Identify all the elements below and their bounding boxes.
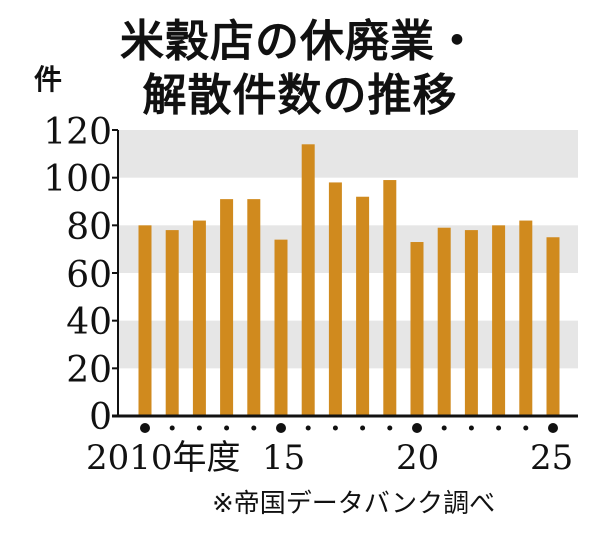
- chart-title-line-2: 解散件数の推移: [142, 70, 458, 121]
- y-tick-label-80: 80: [66, 207, 112, 248]
- y-tick-label-40: 40: [66, 302, 112, 343]
- bar-2015: [274, 239, 288, 416]
- y-tick-marks: [112, 129, 118, 417]
- x-tick-2015: [276, 423, 286, 433]
- bar-2011: [165, 230, 179, 416]
- source-note: ※帝国データバンク調べ: [212, 489, 496, 519]
- bar-2012: [192, 220, 206, 416]
- x-tick-2021: [441, 425, 447, 431]
- bar-2022: [464, 230, 478, 416]
- bar-2024: [519, 220, 533, 416]
- grid-bands: [118, 130, 578, 369]
- bar-series: [138, 144, 560, 417]
- bar-2016: [301, 144, 315, 417]
- x-tick-2013: [224, 425, 230, 431]
- x-tick-2022: [468, 425, 474, 431]
- grid-band-60-80: [118, 225, 578, 273]
- bar-2013: [220, 199, 234, 416]
- x-tick-2017: [332, 425, 338, 431]
- x-tick-2023: [496, 425, 502, 431]
- bar-2020: [410, 242, 424, 416]
- x-tick-label-2010: 2010年度: [86, 438, 241, 478]
- x-tick-2018: [360, 425, 366, 431]
- x-tick-label-2010-year: 2010: [86, 438, 173, 478]
- x-tick-2019: [387, 425, 393, 431]
- x-tick-2011: [169, 425, 175, 431]
- x-tick-marks: [140, 423, 558, 433]
- y-tick-label-0: 0: [89, 397, 112, 438]
- x-tick-2014: [251, 425, 257, 431]
- x-tick-label-25: 25: [530, 438, 574, 478]
- bar-2014: [247, 199, 261, 416]
- bar-2018: [356, 196, 370, 416]
- x-tick-label-15: 15: [262, 438, 306, 478]
- y-unit-label: 件: [34, 63, 63, 96]
- y-tick-label-120: 120: [43, 112, 112, 153]
- bar-2025: [546, 237, 560, 416]
- bar-2023: [492, 225, 506, 416]
- y-tick-label-100: 100: [43, 159, 112, 200]
- x-tick-2020: [412, 423, 422, 433]
- bar-2010: [138, 225, 152, 416]
- x-tick-2024: [523, 425, 529, 431]
- bar-2021: [437, 227, 451, 416]
- bar-2019: [383, 180, 397, 416]
- x-tick-label-20: 20: [396, 438, 440, 478]
- x-tick-2016: [305, 425, 311, 431]
- x-tick-2012: [196, 425, 202, 431]
- y-tick-label-60: 60: [66, 255, 112, 296]
- x-tick-2010: [140, 423, 150, 433]
- x-tick-2025: [548, 423, 558, 433]
- bar-2017: [328, 182, 342, 416]
- grid-band-100-120: [118, 130, 578, 178]
- chart-title-line-1: 米穀店の休廃業・: [120, 16, 480, 67]
- x-tick-label-2010-suffix: 年度: [172, 438, 241, 478]
- y-tick-label-20: 20: [66, 350, 112, 391]
- grid-band-20-40: [118, 320, 578, 369]
